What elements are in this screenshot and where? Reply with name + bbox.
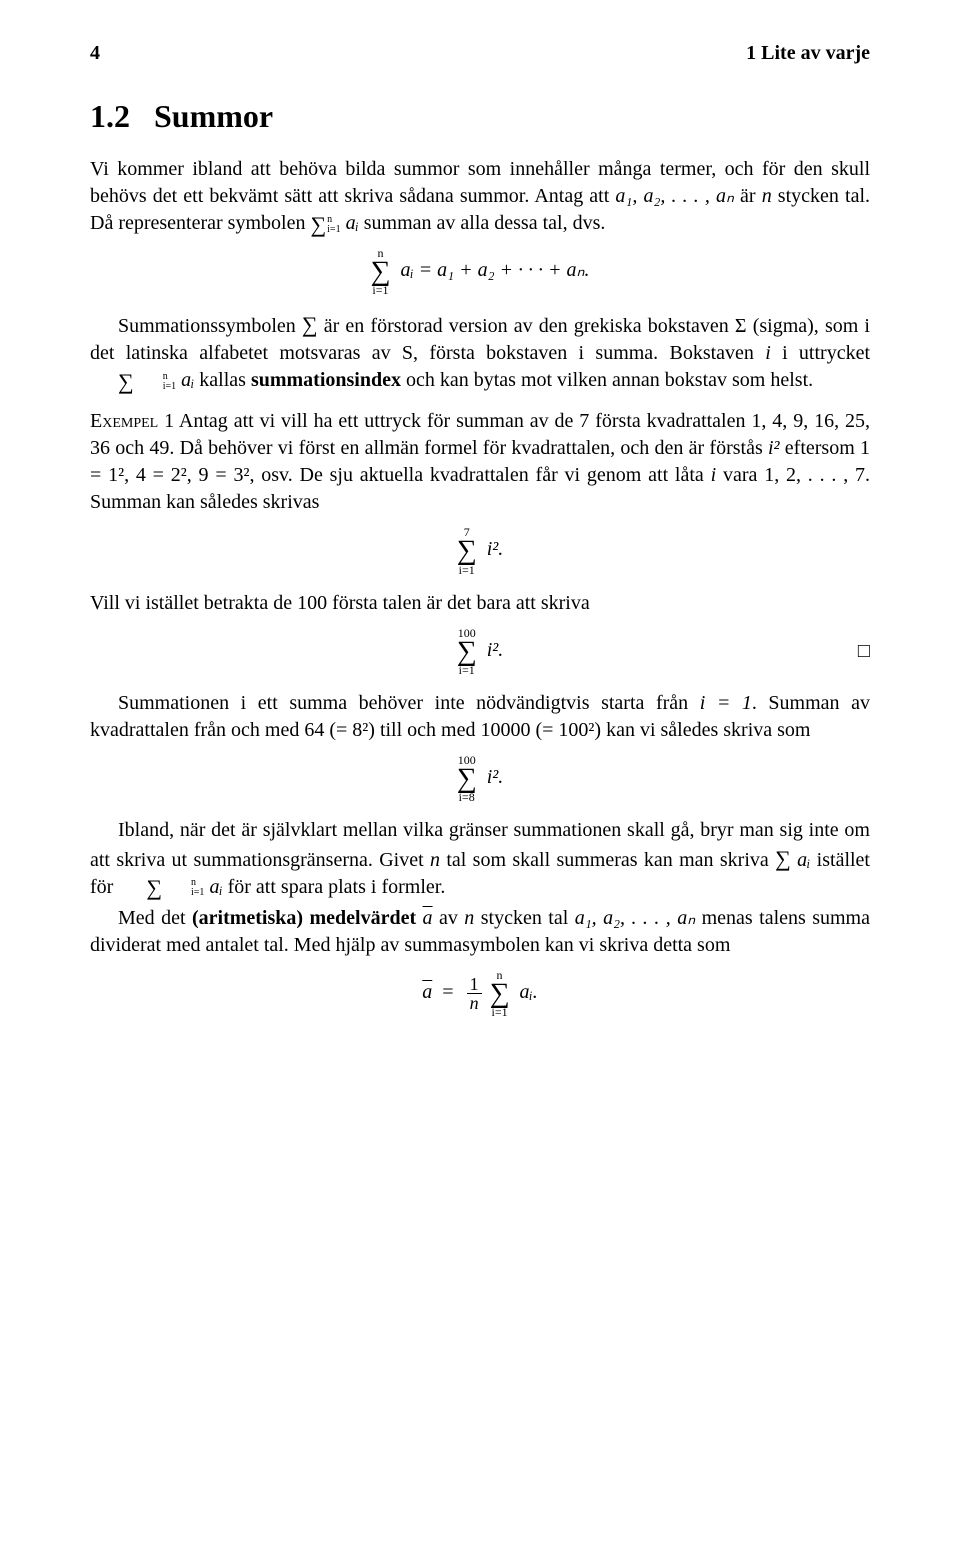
sum-lower: i=1 (135, 382, 176, 392)
text: är (734, 185, 762, 207)
math-inline: i² (768, 437, 780, 459)
page-header: 4 1 Lite av varje (90, 40, 870, 67)
math-inline: aᵢ (346, 212, 359, 234)
equation-body: i². (487, 639, 504, 661)
paragraph-100: Vill vi istället betrakta de 100 första … (90, 590, 870, 617)
sum-lower: i=1 (163, 888, 204, 898)
math-inline: a₁, a₂, . . . , aₙ (615, 185, 734, 207)
page: 4 1 Lite av varje 1.2 Summor Vi kommer i… (0, 0, 960, 1072)
equation-display-5: a = 1 n n ∑ i=1 aᵢ. (90, 969, 870, 1018)
sum-symbol: n ∑ i=1 (371, 247, 391, 296)
equation-body: aᵢ = a₁ + a₂ + · · · + aₙ. (400, 259, 589, 281)
sum-lower: i=1 (372, 284, 388, 296)
text: stycken tal (474, 907, 574, 929)
paragraph-sigma: Summationssymbolen ∑ är en förstorad ver… (90, 310, 870, 394)
a-bar: a (423, 907, 433, 929)
text: kallas (194, 369, 251, 391)
fraction: 1 n (467, 975, 482, 1012)
paragraph-intro: Vi kommer ibland att behöva bilda summor… (90, 156, 870, 237)
math-inline: aᵢ (209, 876, 222, 898)
term-bold: (aritmetiska) medelvärdet (192, 907, 416, 929)
math-inline: i = 1 (700, 692, 752, 714)
example-1: Exempel 1 Antag att vi vill ha ett uttry… (90, 408, 870, 516)
math-inline: aᵢ (181, 369, 194, 391)
sum-lower: i=1 (491, 1006, 507, 1018)
sum-symbol: 7 ∑ i=1 (457, 526, 477, 575)
paragraph-no-limits: Ibland, när det är självklart mellan vil… (90, 817, 870, 901)
sum-symbol: n ∑ i=1 (490, 969, 510, 1018)
text: Antag att vi vill ha ett uttryck för sum… (90, 410, 870, 459)
math-inline: n (762, 185, 772, 207)
text: tal som skall summeras kan man skriva (440, 849, 775, 871)
sum-symbol: 100 ∑ i=8 (457, 754, 477, 803)
text: av (433, 907, 465, 929)
math-inline: n (430, 849, 440, 871)
text: och kan bytas mot vilken annan bokstav s… (401, 369, 813, 391)
equation-display-3: 100 ∑ i=1 i². □ (90, 627, 870, 676)
sum-inline-icon: ∑ni=1 (118, 877, 204, 899)
section-title-text: Summor (154, 98, 273, 134)
math-inline: aᵢ (797, 849, 810, 871)
text: i uttrycket (771, 342, 870, 364)
page-number: 4 (90, 40, 100, 67)
equation-body: aᵢ. (520, 981, 538, 1003)
sum-inline-icon: ∑ni=1 (90, 371, 176, 393)
paragraph-start-index: Summationen i ett summa behöver inte nöd… (90, 690, 870, 744)
equation-body: i². (487, 766, 504, 788)
text: Summationssymbolen (118, 315, 302, 337)
equation-display-1: n ∑ i=1 aᵢ = a₁ + a₂ + · · · + aₙ. (90, 247, 870, 296)
sum-lower: i=1 (459, 664, 475, 676)
term-bold: summationsindex (251, 369, 401, 391)
sum-lower: i=1 (459, 564, 475, 576)
text: för att spara plats i formler. (223, 876, 446, 898)
text: Med det (118, 907, 192, 929)
text: summan av alla dessa tal, dvs. (359, 212, 606, 234)
paragraph-mean: Med det (aritmetiska) medelvärdet a av n… (90, 905, 870, 959)
sum-lower: i=8 (459, 791, 475, 803)
equation-body: i². (487, 539, 504, 561)
equation-display-4: 100 ∑ i=8 i². (90, 754, 870, 803)
example-label: Exempel 1 (90, 410, 174, 432)
sum-inline-icon: ∑ni=1 (310, 214, 340, 236)
sigma-icon: ∑ (775, 846, 791, 871)
math-inline: n (464, 907, 474, 929)
denominator: n (467, 993, 482, 1012)
qed-icon: □ (858, 640, 870, 662)
section-number: 1.2 (90, 98, 130, 134)
chapter-label: 1 Lite av varje (746, 40, 870, 67)
a-bar: a (422, 981, 432, 1003)
text: Vill vi istället betrakta de 100 första … (90, 592, 590, 614)
text: Summationen i ett summa behöver inte nöd… (118, 692, 700, 714)
equation-display-2: 7 ∑ i=1 i². (90, 526, 870, 575)
numerator: 1 (467, 975, 482, 993)
section-heading: 1.2 Summor (90, 95, 870, 138)
sum-symbol: 100 ∑ i=1 (457, 627, 477, 676)
math-inline: a₁, a₂, . . . , aₙ (575, 907, 695, 929)
sigma-icon: ∑ (302, 312, 318, 337)
sum-lower: i=1 (327, 225, 340, 235)
